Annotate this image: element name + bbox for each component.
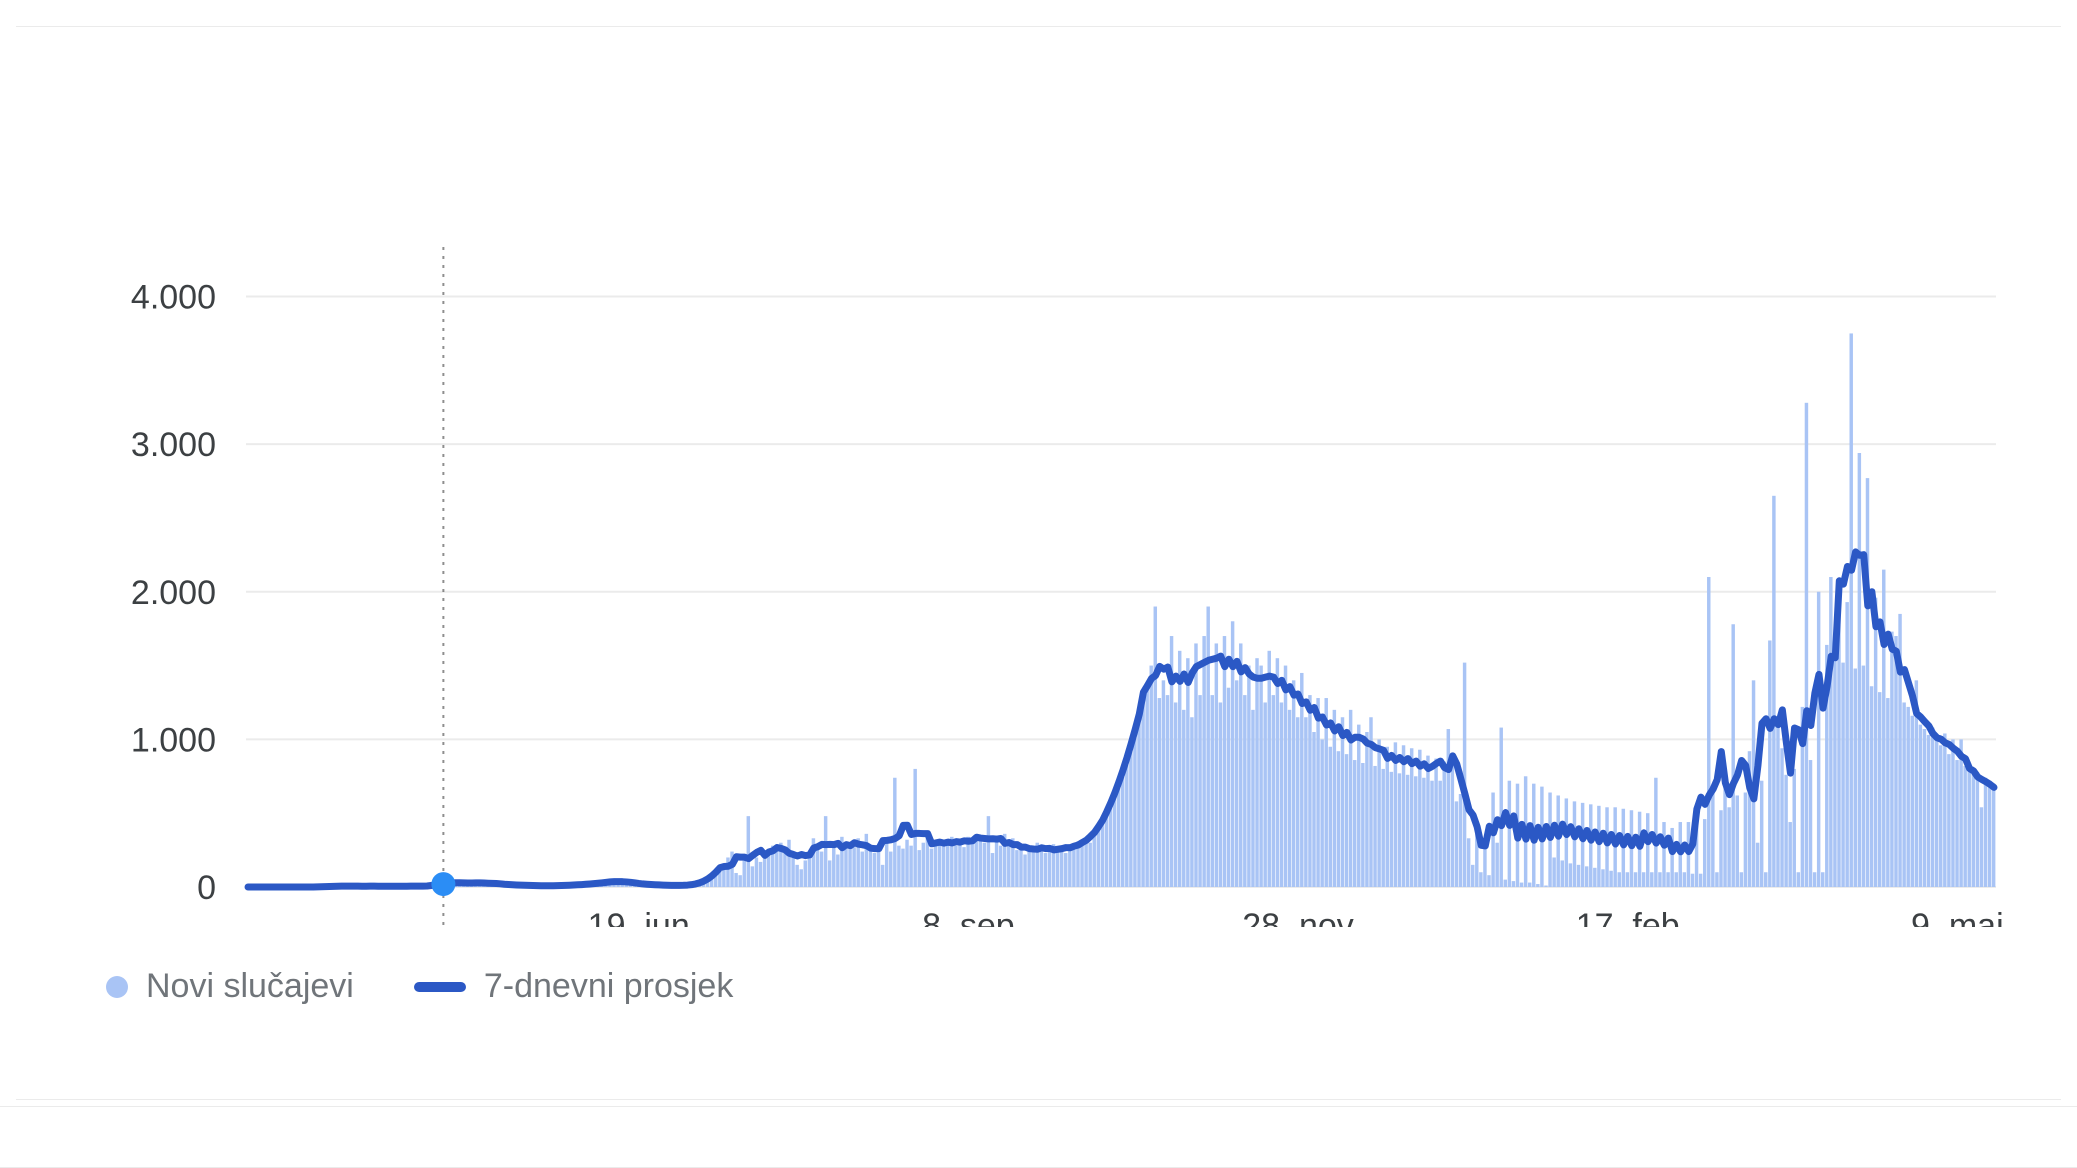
chart-area: 0 1.000 2.000 3.000 4.000 19. jun 8. sep 28. no… [76, 227, 2001, 1047]
svg-text:0: 0 [197, 869, 216, 907]
svg-text:17. feb: 17. feb [1576, 907, 1680, 927]
svg-text:9. maj: 9. maj [1911, 907, 2004, 927]
svg-text:2.000: 2.000 [131, 574, 216, 612]
svg-text:19. jun: 19. jun [588, 907, 690, 927]
svg-text:8. sep: 8. sep [922, 907, 1015, 927]
chart-svg: 0 1.000 2.000 3.000 4.000 19. jun 8. sep 28. no… [76, 227, 2016, 927]
legend-label-line: 7-dnevni prosjek [484, 967, 733, 1006]
page: 0 1.000 2.000 3.000 4.000 19. jun 8. sep 28. no… [0, 0, 2077, 1168]
legend-label-bars: Novi slučajevi [146, 967, 354, 1006]
legend-dot-icon [106, 976, 128, 998]
legend: Novi slučajevi 7-dnevni prosjek [106, 967, 733, 1006]
footer-rule [0, 1106, 2077, 1168]
svg-text:28. nov: 28. nov [1242, 907, 1354, 927]
svg-text:4.000: 4.000 [131, 279, 216, 317]
svg-text:3.000: 3.000 [131, 426, 216, 464]
legend-item-line[interactable]: 7-dnevni prosjek [414, 967, 733, 1006]
legend-line-icon [414, 982, 466, 992]
chart-card: 0 1.000 2.000 3.000 4.000 19. jun 8. sep 28. no… [16, 26, 2061, 1100]
svg-text:1.000: 1.000 [131, 721, 216, 759]
legend-item-bars[interactable]: Novi slučajevi [106, 967, 354, 1006]
